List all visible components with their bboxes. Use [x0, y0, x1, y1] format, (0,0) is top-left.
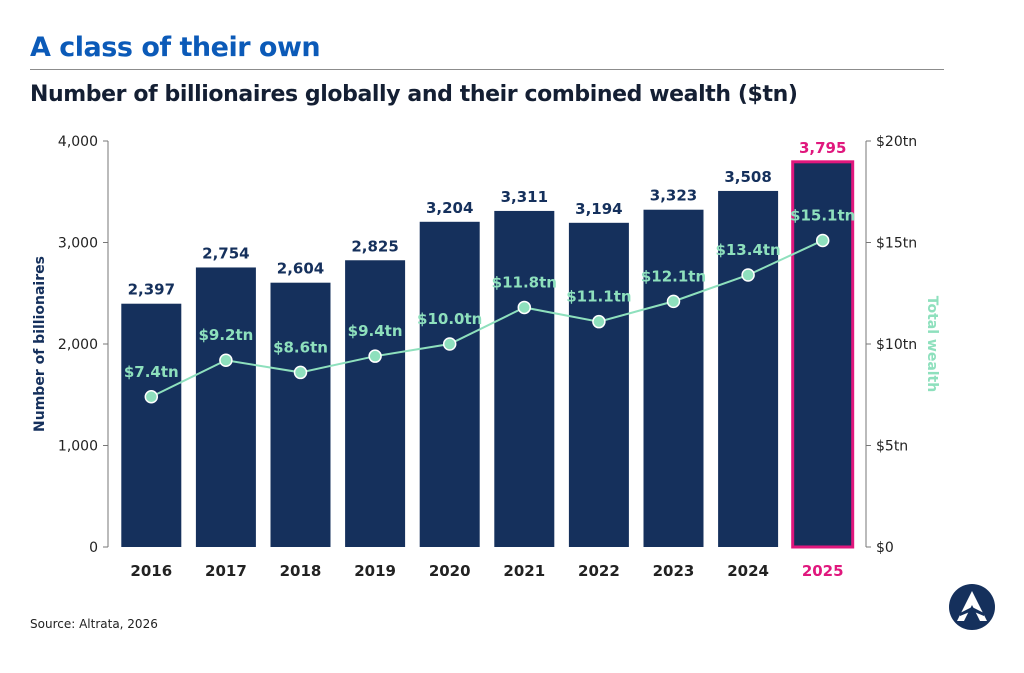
- wealth-point: [741, 268, 755, 282]
- header-divider: [30, 69, 944, 70]
- wealth-point: [293, 365, 308, 380]
- bar: [270, 282, 331, 547]
- bar-value-label: 2,825: [351, 237, 398, 255]
- bar-value-label: 3,311: [501, 188, 548, 206]
- right-tick-label: $0: [876, 540, 894, 556]
- wealth-value-label: $11.1tn: [566, 288, 631, 306]
- bar-highlight: [791, 160, 855, 549]
- left-tick-label: 3,000: [58, 236, 98, 252]
- wealth-value-label: $9.2tn: [198, 326, 253, 344]
- bar: [195, 267, 256, 547]
- left-tick-label: 1,000: [58, 439, 98, 455]
- x-tick-label: 2021: [503, 562, 545, 580]
- bar-value-label: 3,795: [799, 139, 846, 157]
- x-tick-label: 2016: [130, 562, 172, 580]
- wealth-point: [442, 337, 457, 351]
- left-tick-label: 2,000: [58, 337, 98, 353]
- bar-value-label: 2,604: [277, 260, 324, 278]
- right-tick-label: $15tn: [876, 236, 917, 252]
- wealth-value-label: $8.6tn: [273, 338, 328, 356]
- bar: [568, 222, 629, 547]
- x-tick-label: 2025: [802, 562, 844, 580]
- bar: [419, 221, 480, 547]
- x-tick-label: 2019: [354, 562, 396, 580]
- x-tick-label: 2022: [578, 562, 620, 580]
- left-tick-label: 4,000: [58, 134, 98, 150]
- bar-value-label: 3,194: [575, 200, 622, 218]
- source-note: Source: Altrata, 2026: [30, 617, 158, 631]
- wealth-value-label: $7.4tn: [124, 363, 179, 381]
- bar: [494, 210, 555, 547]
- bar: [718, 190, 779, 548]
- bar: [121, 303, 182, 547]
- bar: [345, 260, 406, 547]
- wealth-point: [368, 349, 382, 363]
- wealth-point: [517, 300, 532, 315]
- wealth-point: [592, 314, 606, 329]
- right-tick-label: $5tn: [876, 439, 908, 455]
- x-tick-label: 2020: [429, 562, 471, 580]
- chart-kicker: A class of their own: [30, 32, 321, 63]
- x-tick-label: 2017: [205, 562, 247, 580]
- wealth-line: [150, 239, 824, 398]
- chart-title: Number of billionaires globally and thei…: [30, 82, 798, 107]
- bar-value-label: 3,204: [426, 199, 473, 217]
- right-axis-title: Total wealth: [924, 296, 940, 392]
- wealth-point: [666, 294, 681, 309]
- wealth-value-label: $10.0tn: [417, 310, 482, 328]
- left-tick-label: 0: [89, 540, 98, 556]
- right-tick-label: $10tn: [876, 337, 917, 353]
- bar-value-label: 2,754: [202, 244, 249, 262]
- bar-value-label: 3,508: [724, 168, 771, 186]
- wealth-value-label: $9.4tn: [348, 322, 403, 340]
- wealth-value-label: $15.1tn: [790, 206, 855, 224]
- wealth-value-label: $13.4tn: [715, 241, 780, 259]
- x-tick-label: 2024: [727, 562, 769, 580]
- bar-value-label: 2,397: [128, 281, 175, 299]
- left-axis-title: Number of billionaires: [32, 256, 48, 432]
- right-tick-label: $20tn: [876, 134, 917, 150]
- x-tick-label: 2023: [653, 562, 695, 580]
- x-tick-label: 2018: [280, 562, 322, 580]
- wealth-point: [144, 390, 159, 404]
- bar: [643, 209, 704, 547]
- wealth-point: [815, 233, 830, 248]
- bar-value-label: 3,323: [650, 187, 697, 205]
- wealth-value-label: $12.1tn: [641, 267, 706, 285]
- altrata-logo-icon: [949, 584, 995, 630]
- wealth-value-label: $11.8tn: [492, 273, 557, 291]
- wealth-point: [219, 353, 233, 367]
